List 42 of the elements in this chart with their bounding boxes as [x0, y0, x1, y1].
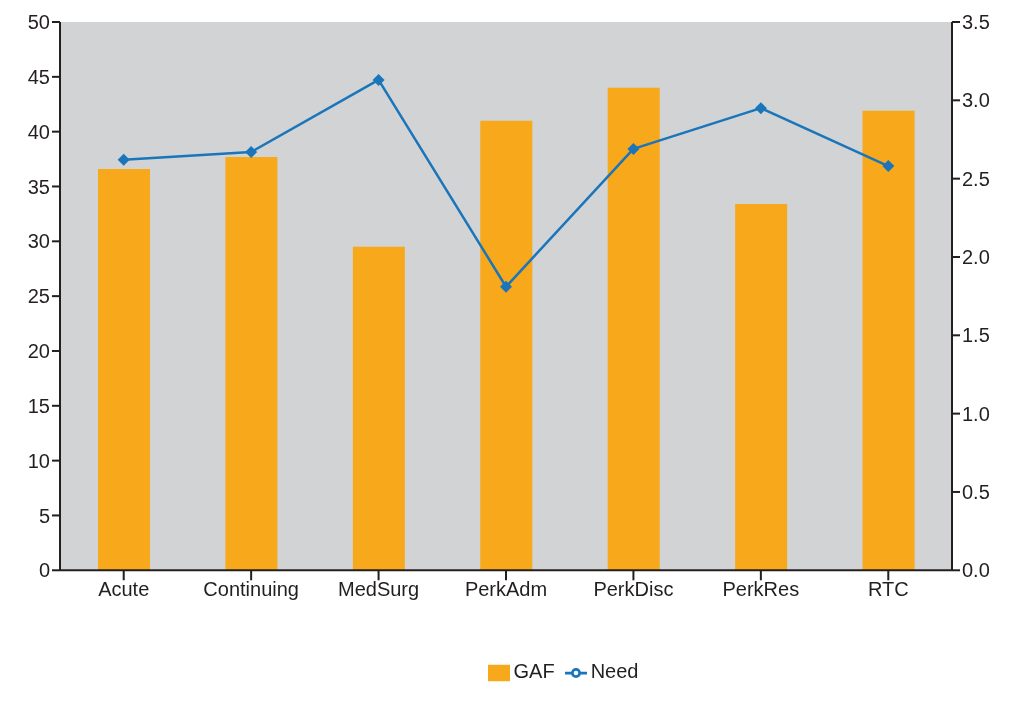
point [754, 102, 767, 115]
x-tick-label: PerkAdm [464, 578, 548, 601]
x-tick-label: Continuing [203, 578, 299, 601]
x-tick-label: PerkDisc [593, 578, 674, 601]
y2-tick-label: 2.5 [962, 167, 990, 190]
x-tick-label: PerkRes [722, 578, 800, 601]
y-tick-label: 25 [27, 285, 50, 308]
x-tick-label: MedSurg [337, 578, 420, 601]
x-tick-label: Acute [98, 578, 150, 601]
y2-tick-label: 0.5 [962, 481, 990, 504]
point [882, 160, 895, 173]
y-tick-label: 30 [27, 230, 50, 253]
bar [352, 246, 405, 571]
y-tick-label: 15 [27, 394, 50, 417]
legend-label: GAF [513, 660, 555, 683]
y-tick-label: 45 [27, 65, 50, 88]
y2-tick-label: 1.5 [962, 324, 990, 347]
point [500, 280, 512, 293]
bar [735, 204, 788, 571]
point [372, 73, 385, 86]
y-tick-label: 50 [27, 11, 50, 34]
y2-tick-label: 0.0 [962, 559, 990, 582]
y-tick-label: 40 [27, 120, 50, 143]
y2-tick-label: 2.0 [962, 246, 990, 269]
point [627, 142, 640, 155]
x-tick-label: RTC [867, 578, 909, 601]
y2-tick-label: 3.0 [962, 89, 990, 112]
y-tick-label: 35 [27, 175, 50, 198]
y-tick-label: 20 [27, 340, 50, 363]
y-tick-label: 10 [27, 449, 50, 472]
bar [862, 110, 915, 571]
legend-label: Need [590, 660, 639, 683]
bar [225, 156, 278, 571]
y2-tick-label: 1.0 [962, 402, 990, 425]
point [117, 153, 130, 166]
y-tick-label: 0 [38, 559, 50, 582]
y-tick-label: 5 [38, 504, 50, 527]
point [245, 146, 258, 159]
bar [607, 87, 660, 571]
bar [480, 120, 533, 571]
y2-tick-label: 3.5 [962, 11, 990, 34]
bar [98, 168, 150, 571]
